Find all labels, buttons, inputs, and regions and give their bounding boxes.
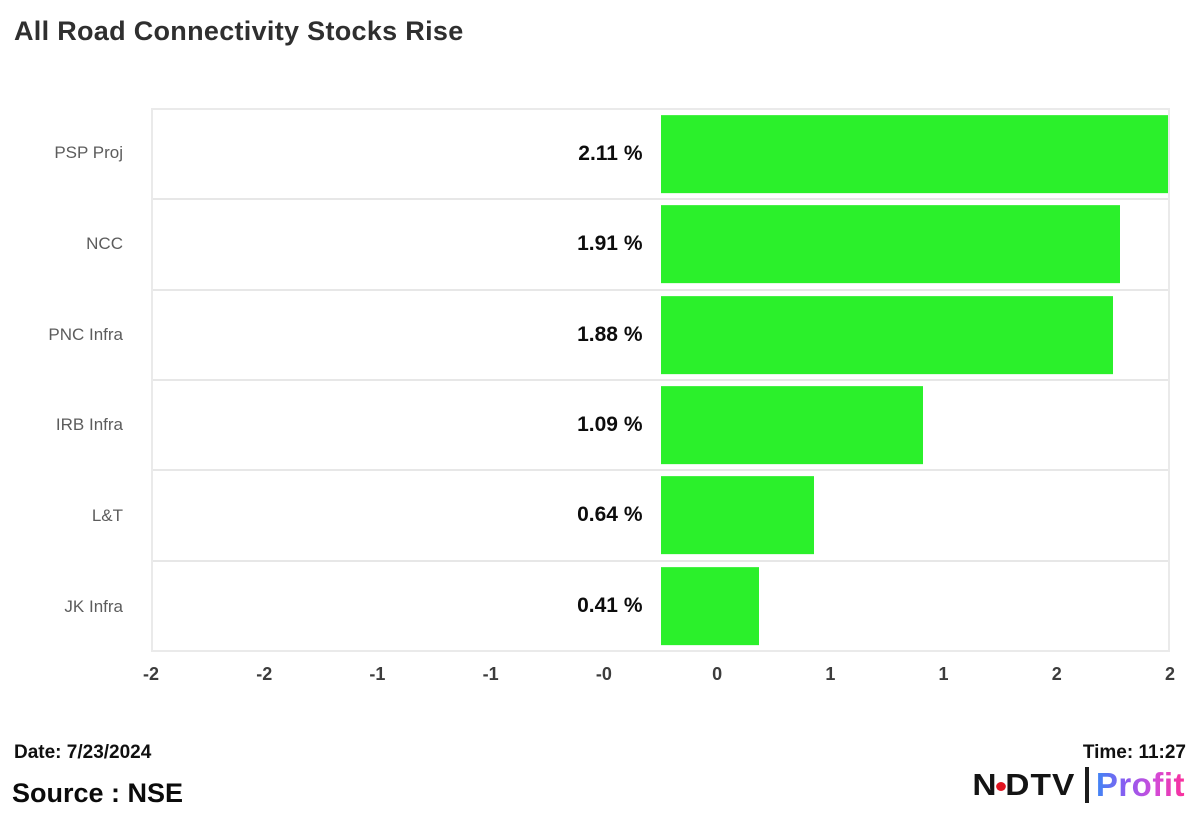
- logo-separator: [1084, 767, 1089, 803]
- y-axis-labels: PSP Proj NCC PNC Infra IRB Infra L&T JK Infra: [0, 108, 123, 652]
- ndtv-logo-dtv: DTV: [1005, 767, 1076, 802]
- bar-row: 1.88 %: [153, 291, 1168, 381]
- plot-area: 2.11 % 1.91 % 1.88 % 1.09 % 0.64 % 0.41 …: [151, 108, 1170, 652]
- x-tick-label: 1: [938, 664, 949, 684]
- x-tick-label: 0: [712, 664, 723, 684]
- x-tick-label: -0: [595, 664, 612, 684]
- y-axis-label: JK Infra: [64, 596, 123, 616]
- ndtv-logo-n: N: [972, 767, 999, 802]
- y-axis-label: PNC Infra: [48, 324, 123, 344]
- x-tick-label: 1: [825, 664, 836, 684]
- bar: [660, 566, 760, 645]
- bar-row: 2.11 %: [153, 110, 1168, 201]
- x-tick-label: -2: [256, 664, 273, 684]
- row-value-label: 1.91 %: [577, 232, 643, 256]
- ndtv-logo-text: N DTV: [973, 767, 1076, 803]
- x-tick-label: 2: [1051, 664, 1062, 684]
- x-tick-label: -2: [142, 664, 160, 684]
- y-axis-label: PSP Proj: [54, 143, 123, 163]
- bar: [660, 476, 815, 555]
- x-tick-label: -1: [482, 664, 499, 684]
- row-value-label: 2.11 %: [578, 142, 643, 166]
- row-value-label: 1.09 %: [577, 413, 643, 437]
- plot-rows: 2.11 % 1.91 % 1.88 % 1.09 % 0.64 % 0.41 …: [153, 110, 1168, 650]
- chart-title: All Road Connectivity Stocks Rise: [14, 16, 464, 46]
- x-tick-label: -1: [369, 664, 386, 684]
- date-label: Date: 7/23/2024: [14, 742, 152, 763]
- row-value-label: 0.64 %: [577, 503, 643, 527]
- y-axis-label: L&T: [91, 506, 123, 526]
- ndtv-red-dot-icon: [996, 781, 1007, 791]
- time-label: Time: 11:27: [1082, 742, 1186, 763]
- bar-row: 0.41 %: [153, 562, 1168, 650]
- ndtv-profit-logo: N DTV Profit: [973, 766, 1185, 804]
- bar-row: 1.09 %: [153, 381, 1168, 472]
- bar-row: 0.64 %: [153, 471, 1168, 562]
- source-label: Source : NSE: [12, 778, 184, 808]
- y-axis-label: NCC: [86, 234, 123, 253]
- bar: [660, 295, 1113, 374]
- bar: [660, 205, 1120, 284]
- bar-row: 1.91 %: [153, 200, 1168, 291]
- profit-logo-text: Profit: [1095, 766, 1185, 803]
- row-value-label: 0.41 %: [577, 593, 643, 617]
- x-tick-label: 2: [1164, 664, 1176, 684]
- x-axis-ticks: -2 -2 -1 -1 -0 0 1 1 2 2: [143, 664, 1175, 690]
- bar: [660, 115, 1168, 194]
- row-value-label: 1.88 %: [577, 322, 643, 346]
- bar: [660, 386, 923, 464]
- y-axis-label: IRB Infra: [55, 415, 123, 435]
